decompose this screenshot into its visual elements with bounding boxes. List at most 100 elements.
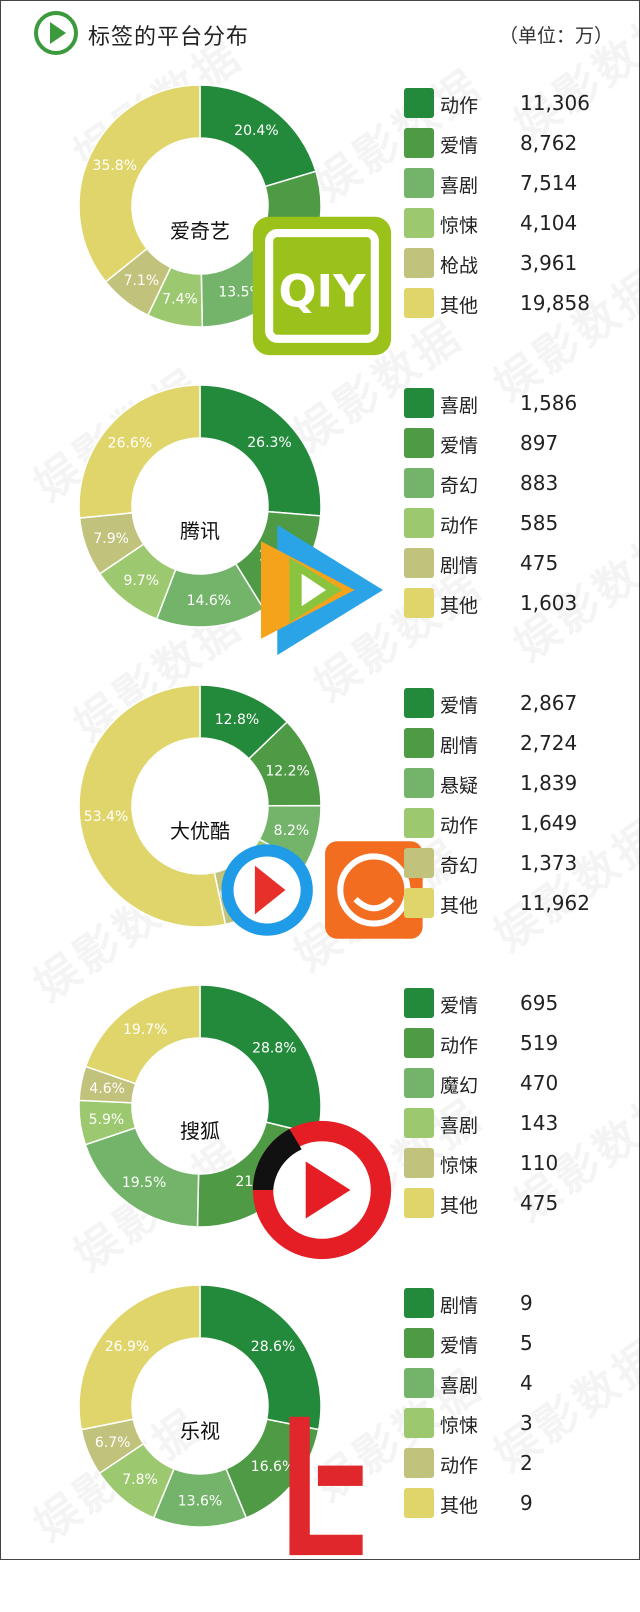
legend-item: 奇幻 883 [404,468,634,500]
legend-value: 8,762 [520,131,578,155]
legend-swatch [404,808,434,838]
legend-swatch [404,728,434,758]
legend-swatch [404,508,434,538]
platform-name: 爱奇艺 [170,219,230,243]
legend-label: 喜剧 [440,395,479,417]
slice-percent-label: 35.8% [93,158,137,174]
page-title: 标签的平台分布 [88,25,250,50]
legend-label: 爱情 [440,695,479,717]
legend-label: 动作 [440,1455,479,1477]
slice-percent-label: 19.5% [122,1175,166,1191]
donut-chart: 28.6% 16.6% 13.6% 7.8% 6.7% 26.9% 乐视 [78,1284,363,1556]
legend-label: 悬疑 [440,775,479,797]
unit-label: （单位：万） [498,25,613,47]
legend-swatch [404,588,434,618]
legend-value: 9 [520,1291,533,1315]
legend-item: 动作 585 [404,508,634,540]
slice-percent-label: 28.6% [251,1339,295,1355]
legend-item: 爱情 5 [404,1328,634,1360]
legend-swatch [404,888,434,918]
legend-item: 惊悚 3 [404,1408,634,1440]
legend-swatch [404,1448,434,1478]
slice-percent-label: 26.6% [108,436,152,452]
slice-percent-label: 7.8% [122,1472,158,1488]
legend-label: 其他 [440,595,479,617]
legend-value: 4 [520,1371,533,1395]
legend-item: 魔幻 470 [404,1068,634,1100]
legend-value: 143 [520,1111,559,1135]
legend-label: 爱情 [440,1335,479,1357]
legend-value: 7,514 [520,171,578,195]
legend-value: 2,724 [520,731,578,755]
legend-label: 喜剧 [440,1375,479,1397]
slice-percent-label: 6.7% [95,1435,131,1451]
legend-label: 爱情 [440,435,479,457]
legend-swatch [404,1488,434,1518]
slice-percent-label: 16.6% [251,1459,295,1475]
slice-percent-label: 7.1% [124,273,160,289]
legend-item: 喜剧 7,514 [404,168,634,200]
donut-slice [78,1284,201,1431]
legend-value: 695 [520,991,559,1015]
donut-slice [78,384,201,519]
donut-slice [199,1284,322,1431]
legend-swatch [404,248,434,278]
legend-value: 4,104 [520,211,578,235]
legend-value: 110 [520,1151,559,1175]
legend-label: 喜剧 [440,175,479,197]
platform-name: 搜狐 [180,1119,220,1143]
legend-label: 动作 [440,815,479,837]
platform-name: 大优酷 [170,819,230,843]
donut-chart: 28.8%21.5%19.5%5.9%4.6%19.7%搜狐 [78,984,392,1260]
legend-label: 动作 [440,1035,479,1057]
legend-swatch [404,288,434,318]
legend-label: 奇幻 [440,855,479,877]
legend-item: 动作 1,649 [404,808,634,840]
legend-value: 11,962 [520,891,590,915]
legend-value: 19,858 [520,291,590,315]
legend-item: 爱情 897 [404,428,634,460]
legend-swatch [404,128,434,158]
legend-item: 其他 19,858 [404,288,634,320]
legend-item: 爱情 8,762 [404,128,634,160]
legend-label: 爱情 [440,135,479,157]
legend-value: 1,373 [520,851,578,875]
legend-value: 3 [520,1411,533,1435]
legend-value: 1,649 [520,811,578,835]
legend-swatch [404,208,434,238]
legend-item: 剧情 2,724 [404,728,634,760]
legend-item: 剧情 475 [404,548,634,580]
slice-percent-label: 7.4% [162,291,198,307]
legend-value: 475 [520,1191,559,1215]
slice-percent-label: 20.4% [234,123,278,139]
legend-item: 其他 9 [404,1488,634,1520]
donut-slice [78,684,227,928]
legend-label: 魔幻 [440,1075,479,1097]
platform-name: 乐视 [180,1419,220,1443]
legend-item: 爱情 2,867 [404,688,634,720]
legend-value: 3,961 [520,251,578,275]
donut-chart-svg: 26.3%14.9%14.6%9.7%7.9%26.6% [78,384,322,628]
legend-label: 其他 [440,295,479,317]
legend-swatch [404,1068,434,1098]
slice-percent-label: 8.2% [274,823,310,839]
legend-swatch [404,88,434,118]
legend-value: 5 [520,1331,533,1355]
legend-swatch [404,768,434,798]
legend-item: 喜剧 4 [404,1368,634,1400]
legend-item: 惊悚 110 [404,1148,634,1180]
legend-label: 剧情 [440,735,479,757]
donut-slice [84,984,201,1085]
legend-item: 其他 475 [404,1188,634,1220]
legend-swatch [404,1148,434,1178]
slice-percent-label: 53.4% [84,809,128,825]
legend-label: 惊悚 [440,215,479,237]
slice-percent-label: 26.3% [247,435,291,451]
legend-label: 惊悚 [440,1155,479,1177]
legend-label: 动作 [440,515,479,537]
legend-label: 其他 [440,1495,479,1517]
legend-swatch [404,1028,434,1058]
legend-swatch [404,1368,434,1398]
slice-percent-label: 14.6% [187,593,231,609]
